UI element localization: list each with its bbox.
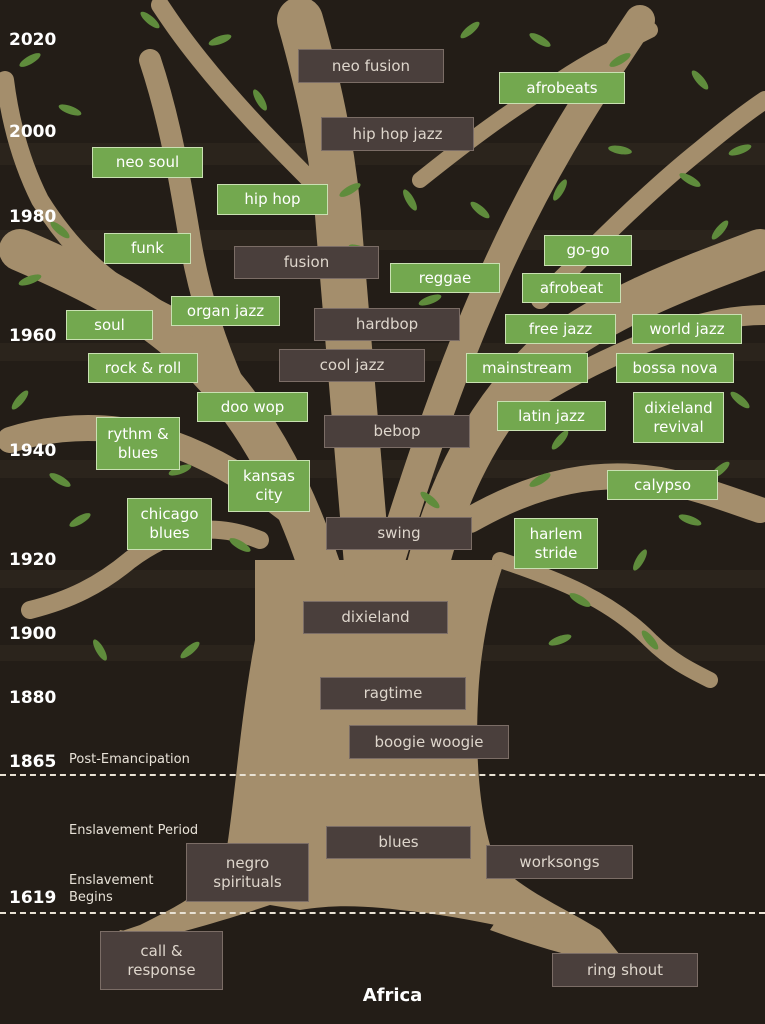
year-label: 2020 — [9, 30, 57, 50]
genre-latin-jazz: latin jazz — [497, 401, 606, 431]
divider-1619 — [0, 912, 765, 914]
genre-fusion: fusion — [234, 246, 379, 279]
year-label: 1880 — [9, 688, 57, 708]
leaves — [11, 11, 752, 661]
genre-chicago-blues: chicago blues — [127, 498, 212, 550]
root-label-africa: Africa — [362, 985, 423, 1006]
genre-bebop: bebop — [324, 415, 470, 448]
genre-ragtime: ragtime — [320, 677, 466, 710]
genre-hardbop: hardbop — [314, 308, 460, 341]
genre-hip-hop-jazz: hip hop jazz — [321, 117, 474, 151]
enslavement-period-label: Enslavement Period — [69, 823, 199, 838]
genre-calypso: calypso — [607, 470, 718, 500]
genre-free-jazz: free jazz — [505, 314, 616, 344]
enslavement-begins-label: Enslavement Begins — [69, 873, 154, 905]
genre-call-response: call & response — [100, 931, 223, 990]
genre-funk: funk — [104, 233, 191, 264]
genre-neo-fusion: neo fusion — [298, 49, 444, 83]
genre-swing: swing — [326, 517, 472, 550]
genre-blues: blues — [326, 826, 471, 859]
genre-hip-hop: hip hop — [217, 184, 328, 215]
year-label: 1980 — [9, 207, 57, 227]
year-label: 1940 — [9, 441, 57, 461]
genre-rock-and-roll: rock & roll — [88, 353, 198, 383]
genre-doo-wop: doo wop — [197, 392, 308, 422]
genre-mainstream: mainstream — [466, 353, 588, 383]
genre-reggae: reggae — [390, 263, 500, 293]
year-label: 1900 — [9, 624, 57, 644]
genre-soul: soul — [66, 310, 153, 340]
genre-rythm-blues: rythm & blues — [96, 417, 180, 470]
genre-neo-soul: neo soul — [92, 147, 203, 178]
genre-bossa-nova: bossa nova — [616, 353, 734, 383]
divider-1865 — [0, 774, 765, 776]
year-label: 1920 — [9, 550, 57, 570]
genre-negro-spirituals: negro spirituals — [186, 843, 309, 902]
genre-organ-jazz: organ jazz — [171, 296, 280, 326]
year-label: 1619 — [9, 888, 57, 908]
genre-afrobeats: afrobeats — [499, 72, 625, 104]
genre-dixieland: dixieland — [303, 601, 448, 634]
year-label: 1865 — [9, 752, 57, 772]
genre-ring-shout: ring shout — [552, 953, 698, 987]
year-label: 2000 — [9, 122, 57, 142]
post-emancipation-label: Post-Emancipation — [69, 752, 190, 767]
genre-cool-jazz: cool jazz — [279, 349, 425, 382]
genre-go-go: go-go — [544, 235, 632, 266]
genre-harlem-stride: harlem stride — [514, 518, 598, 569]
year-label: 1960 — [9, 326, 57, 346]
genre-worksongs: worksongs — [486, 845, 633, 879]
genre-kansas-city: kansas city — [228, 460, 310, 512]
genre-afrobeat: afrobeat — [522, 273, 621, 303]
genre-dixieland-revival: dixieland revival — [633, 392, 724, 443]
genre-world-jazz: world jazz — [632, 314, 742, 344]
genre-boogie-woogie: boogie woogie — [349, 725, 509, 759]
